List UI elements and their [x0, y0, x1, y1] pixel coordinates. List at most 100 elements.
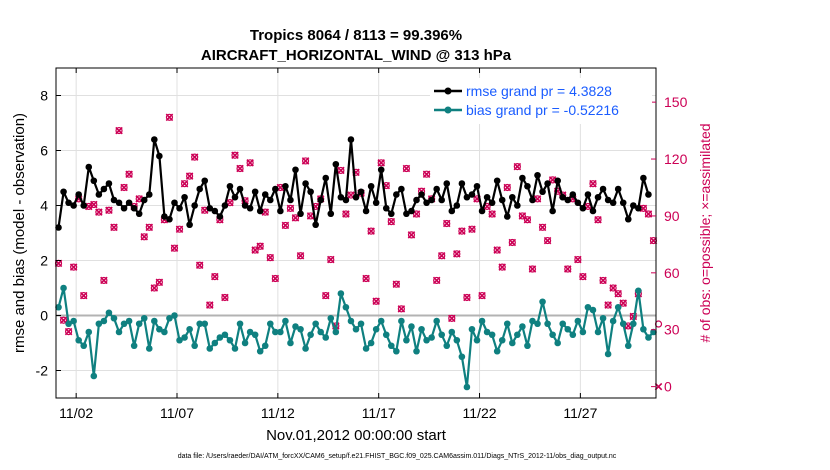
rmse-point — [534, 171, 541, 179]
bias-line — [57, 286, 655, 389]
rmse-point — [302, 180, 309, 187]
rmse-point — [120, 204, 128, 212]
obs-assimilated-marker — [574, 255, 582, 264]
obs-possible-marker — [443, 219, 451, 228]
x-tick-label: 11/17 — [362, 405, 396, 421]
bias-point — [221, 331, 229, 339]
obs-assimilated-marker — [100, 276, 108, 285]
bias-point — [251, 331, 259, 339]
obs-possible-marker — [392, 280, 400, 288]
obs-assimilated-marker — [619, 299, 627, 307]
obs-assimilated-marker — [523, 215, 532, 224]
rmse-point — [80, 202, 88, 209]
rmse-point — [125, 199, 133, 207]
bias-point — [105, 309, 113, 317]
bias-point — [387, 342, 395, 350]
obs-assimilated-marker — [543, 236, 552, 245]
obs-assimilated-marker — [221, 293, 229, 302]
obs-possible-marker — [115, 126, 123, 135]
bias-point — [125, 317, 133, 325]
obs-assimilated-marker — [468, 225, 476, 233]
rmse-point — [236, 185, 244, 193]
rmse-point — [413, 196, 420, 204]
rmse-point — [509, 193, 516, 201]
obs-possible-marker — [493, 246, 501, 254]
rmse-line — [57, 138, 650, 228]
y2-axis-label: # of obs: o=possible; ×=assimilated — [697, 123, 713, 342]
obs-assimilated-marker — [246, 159, 254, 167]
bias-point — [428, 334, 435, 341]
bias-point — [256, 347, 264, 355]
obs-possible-marker — [271, 274, 279, 283]
bias-point — [539, 298, 546, 306]
obs-assimilated-marker — [90, 200, 98, 209]
legend-bias-text: bias grand pr = -0.52216 — [466, 102, 619, 118]
bias-point — [307, 331, 314, 339]
obs-assimilated-marker — [478, 291, 486, 300]
rmse-point — [130, 204, 138, 212]
bias-point — [60, 284, 67, 292]
obs-possible-marker — [186, 172, 194, 180]
obs-assimilated-marker — [69, 263, 78, 271]
rmse-point — [488, 199, 496, 207]
rmse-point — [151, 136, 158, 143]
obs-possible-marker — [574, 255, 582, 264]
rmse-point — [367, 182, 375, 190]
bias-point — [544, 320, 551, 328]
obs-assimilated-marker — [195, 261, 204, 270]
legend-box — [430, 78, 652, 124]
obs-possible-marker — [150, 284, 158, 292]
rmse-point — [423, 199, 430, 207]
obs-possible-marker — [518, 212, 526, 220]
bias-point — [191, 342, 198, 350]
rmse-point — [589, 207, 597, 215]
bias-point — [246, 328, 254, 336]
obs-possible-marker — [478, 291, 486, 300]
bias-point — [171, 312, 178, 319]
rmse-point — [463, 193, 471, 201]
obs-possible-marker — [377, 159, 385, 167]
bias-point — [493, 347, 501, 355]
obs-possible-marker — [95, 208, 103, 216]
bias-point — [534, 320, 541, 328]
x-tick-label: 11/27 — [563, 405, 597, 421]
bias-point — [473, 336, 481, 344]
obs-assimilated-marker — [589, 179, 597, 188]
obs-assimilated-marker — [604, 301, 612, 309]
obs-possible-marker — [322, 291, 330, 300]
obs-possible-marker — [579, 273, 587, 281]
rmse-point — [403, 210, 410, 218]
chart-title-line1: Tropics 8064 / 8113 = 99.396% — [250, 27, 462, 44]
obs-assimilated-marker — [377, 159, 385, 167]
bias-point — [413, 347, 420, 355]
bias-point — [604, 350, 612, 358]
rmse-point — [503, 213, 511, 220]
obs-possible-marker — [438, 252, 446, 260]
obs-assimilated-marker — [644, 210, 653, 218]
bias-point — [619, 320, 627, 328]
rmse-point — [292, 166, 299, 174]
rmse-point — [342, 196, 350, 204]
obs-assimilated-marker — [291, 214, 300, 222]
rmse-point — [85, 163, 93, 171]
rmse-point — [604, 196, 612, 204]
bias-point — [488, 331, 496, 339]
obs-possible-marker — [614, 290, 622, 298]
bias-point — [584, 303, 592, 311]
obs-possible-marker — [170, 244, 179, 252]
rmse-point — [322, 174, 330, 182]
bias-point — [337, 290, 345, 297]
rmse-point — [156, 152, 163, 160]
bias-point — [266, 320, 274, 328]
obs-possible-marker — [387, 218, 395, 226]
bias-point — [140, 314, 148, 322]
rmse-point — [201, 177, 209, 185]
bias-point — [115, 328, 123, 336]
bias-point — [372, 325, 380, 333]
y-tick-label: 2 — [40, 253, 48, 269]
obs-assimilated-marker — [206, 301, 214, 309]
rmse-point — [372, 199, 380, 207]
obs-assimilated-marker — [251, 246, 259, 254]
obs-possible-marker — [488, 210, 496, 218]
